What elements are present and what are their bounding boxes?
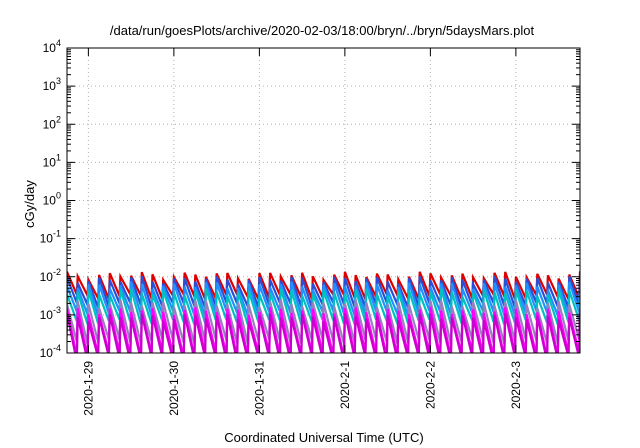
y-ticks: 10-4 10-3 10-2 10-1 100 101 102 103 104 <box>40 38 580 360</box>
y-tick-label: 10-3 <box>40 305 61 322</box>
series-line-5 <box>67 299 580 345</box>
series-line-2 <box>67 275 580 309</box>
x-axis-label: Coordinated Universal Time (UTC) <box>224 430 423 445</box>
series-line-3 <box>67 281 580 317</box>
x-tick-label: 2020-1-29 <box>81 361 95 416</box>
y-tick-label: 104 <box>43 38 61 55</box>
x-tick-label: 2020-2-2 <box>423 361 437 409</box>
x-tick-label: 2020-2-1 <box>338 361 352 409</box>
y-tick-label: 103 <box>43 76 61 93</box>
y-tick-label: 100 <box>43 191 61 208</box>
x-tick-label: 2020-2-3 <box>509 361 523 409</box>
series-line-7 <box>67 312 580 353</box>
series-line-4 <box>67 287 580 326</box>
chart-title: /data/run/goesPlots/archive/2020-02-03/1… <box>110 23 535 38</box>
series-group <box>67 271 580 353</box>
x-tick-label: 2020-1-30 <box>167 361 181 416</box>
y-axis-label: cGy/day <box>22 180 37 228</box>
y-tick-label: 102 <box>43 114 61 131</box>
y-tick-label: 10-1 <box>40 229 61 246</box>
y-tick-label: 101 <box>43 152 61 169</box>
series-line-1 <box>67 271 580 303</box>
y-tick-label: 10-2 <box>40 267 61 284</box>
x-ticks: 2020-1-29 2020-1-30 2020-1-31 2020-2-1 2020-… <box>81 48 523 416</box>
y-tick-label: 10-4 <box>40 343 61 360</box>
x-tick-label: 2020-1-31 <box>252 361 266 416</box>
